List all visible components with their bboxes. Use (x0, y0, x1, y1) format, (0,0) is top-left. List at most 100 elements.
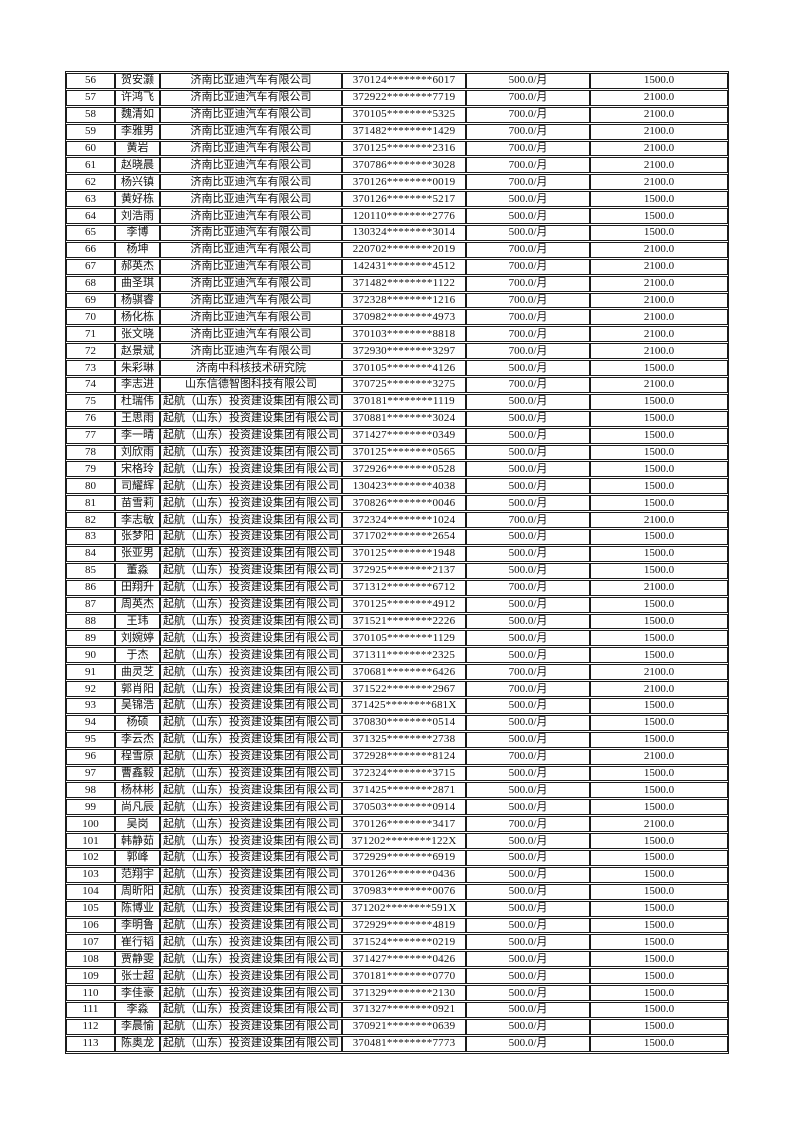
cell-person-name: 李雅男 (115, 123, 160, 140)
cell-total-amount: 1500.0 (590, 799, 728, 816)
cell-person-name: 赵晓晨 (115, 157, 160, 174)
cell-total-amount: 2100.0 (590, 309, 728, 326)
cell-row-number: 62 (66, 174, 115, 191)
cell-row-number: 82 (66, 512, 115, 529)
cell-total-amount: 1500.0 (590, 968, 728, 985)
cell-company-name: 起航（山东）投资建设集团有限公司 (160, 1018, 342, 1035)
cell-monthly-amount: 500.0/月 (466, 613, 590, 630)
cell-company-name: 起航（山东）投资建设集团有限公司 (160, 478, 342, 495)
cell-person-name: 曲圣琪 (115, 275, 160, 292)
cell-monthly-amount: 700.0/月 (466, 258, 590, 275)
cell-person-name: 李云杰 (115, 731, 160, 748)
table-row: 63 黄好栋 济南比亚迪汽车有限公司 370126********5217 500.0/… (66, 191, 728, 208)
cell-row-number: 81 (66, 495, 115, 512)
cell-company-name: 起航（山东）投资建设集团有限公司 (160, 647, 342, 664)
cell-row-number: 84 (66, 545, 115, 562)
cell-total-amount: 2100.0 (590, 275, 728, 292)
cell-total-amount: 2100.0 (590, 343, 728, 360)
cell-company-name: 起航（山东）投资建设集团有限公司 (160, 748, 342, 765)
cell-company-name: 济南比亚迪汽车有限公司 (160, 326, 342, 343)
cell-id-number-masked: 372925********2137 (342, 562, 466, 579)
subsidy-data-table: 56 贺安灏 济南比亚迪汽车有限公司 370124********6017 500.0/… (65, 71, 729, 1054)
cell-monthly-amount: 500.0/月 (466, 833, 590, 849)
cell-id-number-masked: 371427********0349 (342, 427, 466, 444)
cell-monthly-amount: 500.0/月 (466, 647, 590, 664)
cell-monthly-amount: 700.0/月 (466, 292, 590, 309)
cell-total-amount: 1500.0 (590, 765, 728, 782)
cell-company-name: 济南比亚迪汽车有限公司 (160, 241, 342, 258)
cell-row-number: 89 (66, 630, 115, 647)
cell-id-number-masked: 370125********0565 (342, 444, 466, 461)
cell-total-amount: 1500.0 (590, 1018, 728, 1035)
cell-id-number-masked: 370125********1948 (342, 545, 466, 562)
cell-row-number: 103 (66, 866, 115, 883)
cell-row-number: 90 (66, 647, 115, 664)
cell-monthly-amount: 500.0/月 (466, 731, 590, 748)
cell-monthly-amount: 500.0/月 (466, 714, 590, 731)
cell-monthly-amount: 500.0/月 (466, 866, 590, 883)
table-row: 74 李志进 山东信德智图科技有限公司 370725********3275 700.0… (66, 377, 728, 393)
cell-company-name: 济南比亚迪汽车有限公司 (160, 275, 342, 292)
table-row: 68 曲圣琪 济南比亚迪汽车有限公司 371482********1122 700.0/… (66, 275, 728, 292)
cell-person-name: 宋格玲 (115, 461, 160, 478)
cell-total-amount: 1500.0 (590, 697, 728, 714)
cell-total-amount: 1500.0 (590, 833, 728, 849)
cell-person-name: 王思雨 (115, 410, 160, 427)
cell-id-number-masked: 371202********122X (342, 833, 466, 849)
table-row: 105 陈博业 起航（山东）投资建设集团有限公司 371202********591X… (66, 900, 728, 917)
cell-person-name: 张亚男 (115, 545, 160, 562)
cell-row-number: 101 (66, 833, 115, 849)
cell-company-name: 起航（山东）投资建设集团有限公司 (160, 697, 342, 714)
cell-row-number: 110 (66, 985, 115, 1001)
cell-person-name: 李淼 (115, 1001, 160, 1018)
cell-total-amount: 1500.0 (590, 647, 728, 664)
table-row: 78 刘欣雨 起航（山东）投资建设集团有限公司 370125********0565 5… (66, 444, 728, 461)
cell-company-name: 起航（山东）投资建设集团有限公司 (160, 444, 342, 461)
cell-id-number-masked: 370181********0770 (342, 968, 466, 985)
cell-company-name: 起航（山东）投资建设集团有限公司 (160, 714, 342, 731)
cell-row-number: 97 (66, 765, 115, 782)
cell-company-name: 起航（山东）投资建设集团有限公司 (160, 849, 342, 866)
cell-company-name: 济南比亚迪汽车有限公司 (160, 309, 342, 326)
cell-id-number-masked: 372324********1024 (342, 512, 466, 529)
cell-row-number: 102 (66, 849, 115, 866)
cell-person-name: 朱彩琳 (115, 360, 160, 377)
cell-person-name: 杨林彬 (115, 782, 160, 799)
cell-person-name: 刘婉婷 (115, 630, 160, 647)
cell-monthly-amount: 500.0/月 (466, 985, 590, 1001)
cell-row-number: 56 (66, 73, 115, 89)
cell-person-name: 李志进 (115, 377, 160, 393)
table-row: 72 赵景斌 济南比亚迪汽车有限公司 372930********3297 700.0/… (66, 343, 728, 360)
cell-person-name: 黄好栋 (115, 191, 160, 208)
cell-row-number: 69 (66, 292, 115, 309)
cell-person-name: 魏清如 (115, 106, 160, 123)
cell-company-name: 起航（山东）投资建设集团有限公司 (160, 985, 342, 1001)
cell-row-number: 61 (66, 157, 115, 174)
cell-id-number-masked: 371202********591X (342, 900, 466, 917)
cell-monthly-amount: 700.0/月 (466, 664, 590, 681)
table-row: 80 司耀辉 起航（山东）投资建设集团有限公司 130423********4038 5… (66, 478, 728, 495)
table-row: 104 周昕阳 起航（山东）投资建设集团有限公司 370983********0076… (66, 883, 728, 900)
table-row: 60 黄岩 济南比亚迪汽车有限公司 370125********2316 700.0/月… (66, 140, 728, 157)
cell-total-amount: 2100.0 (590, 664, 728, 681)
cell-person-name: 郝英杰 (115, 258, 160, 275)
cell-monthly-amount: 700.0/月 (466, 106, 590, 123)
cell-monthly-amount: 700.0/月 (466, 681, 590, 697)
cell-company-name: 济南比亚迪汽车有限公司 (160, 258, 342, 275)
cell-company-name: 起航（山东）投资建设集团有限公司 (160, 816, 342, 833)
cell-row-number: 59 (66, 123, 115, 140)
cell-person-name: 李志敏 (115, 512, 160, 529)
cell-row-number: 100 (66, 816, 115, 833)
cell-monthly-amount: 500.0/月 (466, 1035, 590, 1052)
cell-id-number-masked: 371482********1122 (342, 275, 466, 292)
cell-monthly-amount: 500.0/月 (466, 208, 590, 225)
cell-monthly-amount: 500.0/月 (466, 782, 590, 799)
cell-person-name: 贺安灏 (115, 73, 160, 89)
table-row: 86 田翔升 起航（山东）投资建设集团有限公司 371312********6712 7… (66, 579, 728, 596)
cell-company-name: 起航（山东）投资建设集团有限公司 (160, 579, 342, 596)
table-row: 73 朱彩琳 济南中科核技术研究院 370105********4126 500.0/月… (66, 360, 728, 377)
cell-total-amount: 1500.0 (590, 900, 728, 917)
cell-total-amount: 1500.0 (590, 782, 728, 799)
cell-id-number-masked: 370983********0076 (342, 883, 466, 900)
cell-monthly-amount: 500.0/月 (466, 461, 590, 478)
